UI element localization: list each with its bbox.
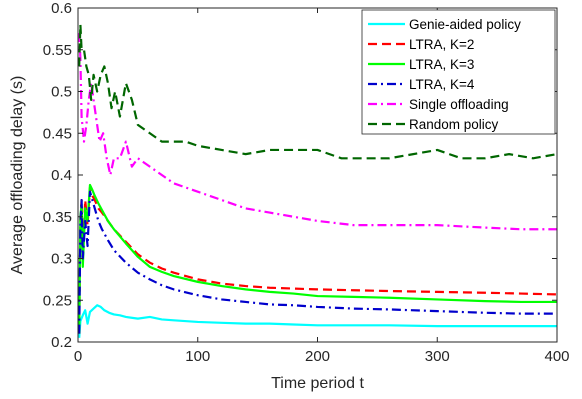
y-tick-label: 0.2 [51, 334, 72, 351]
series-line-ltra-k-3 [78, 183, 557, 334]
y-tick-label: 0.45 [43, 125, 72, 142]
legend-label: LTRA, K=2 [409, 37, 474, 52]
legend: Genie-aided policy LTRA, K=2 LTRA, K=3 LTRA… [361, 9, 556, 135]
legend-label: Random policy [409, 117, 499, 132]
x-tick-label: 100 [185, 348, 210, 365]
y-tick-label: 0.3 [51, 251, 72, 268]
legend-label: LTRA, K=3 [409, 57, 474, 72]
y-tick-label: 0.5 [51, 84, 72, 101]
legend-label: Single offloading [409, 97, 509, 112]
x-axis-title: Time period t [271, 375, 364, 392]
y-tick-label: 0.35 [43, 209, 72, 226]
x-tick-label: 200 [305, 348, 330, 365]
ticks-layer: 0 100 200 300 400 0.2 0.25 0.3 0.35 0.4 0.45 0.5 0.5… [43, 0, 570, 365]
x-tick-label: 400 [544, 348, 569, 365]
legend-label: Genie-aided policy [409, 17, 521, 32]
y-tick-label: 0.6 [51, 0, 72, 17]
legend-box [361, 9, 556, 135]
series-line-genie-aided-policy [78, 304, 557, 338]
y-tick-label: 0.4 [51, 167, 72, 184]
series-line-ltra-k-4 [78, 190, 557, 334]
legend-label: LTRA, K=4 [409, 77, 475, 92]
series-layer [78, 23, 558, 338]
x-tick-label: 0 [74, 348, 82, 365]
y-axis-title: Average offloading delay (s) [9, 76, 26, 275]
y-tick-label: 0.55 [43, 42, 72, 59]
legend-entries: Genie-aided policy LTRA, K=2 LTRA, K=3 LTRA… [368, 17, 521, 132]
y-tick-label: 0.25 [43, 292, 72, 309]
x-tick-label: 300 [425, 348, 450, 365]
series-line-random-policy [78, 23, 558, 160]
